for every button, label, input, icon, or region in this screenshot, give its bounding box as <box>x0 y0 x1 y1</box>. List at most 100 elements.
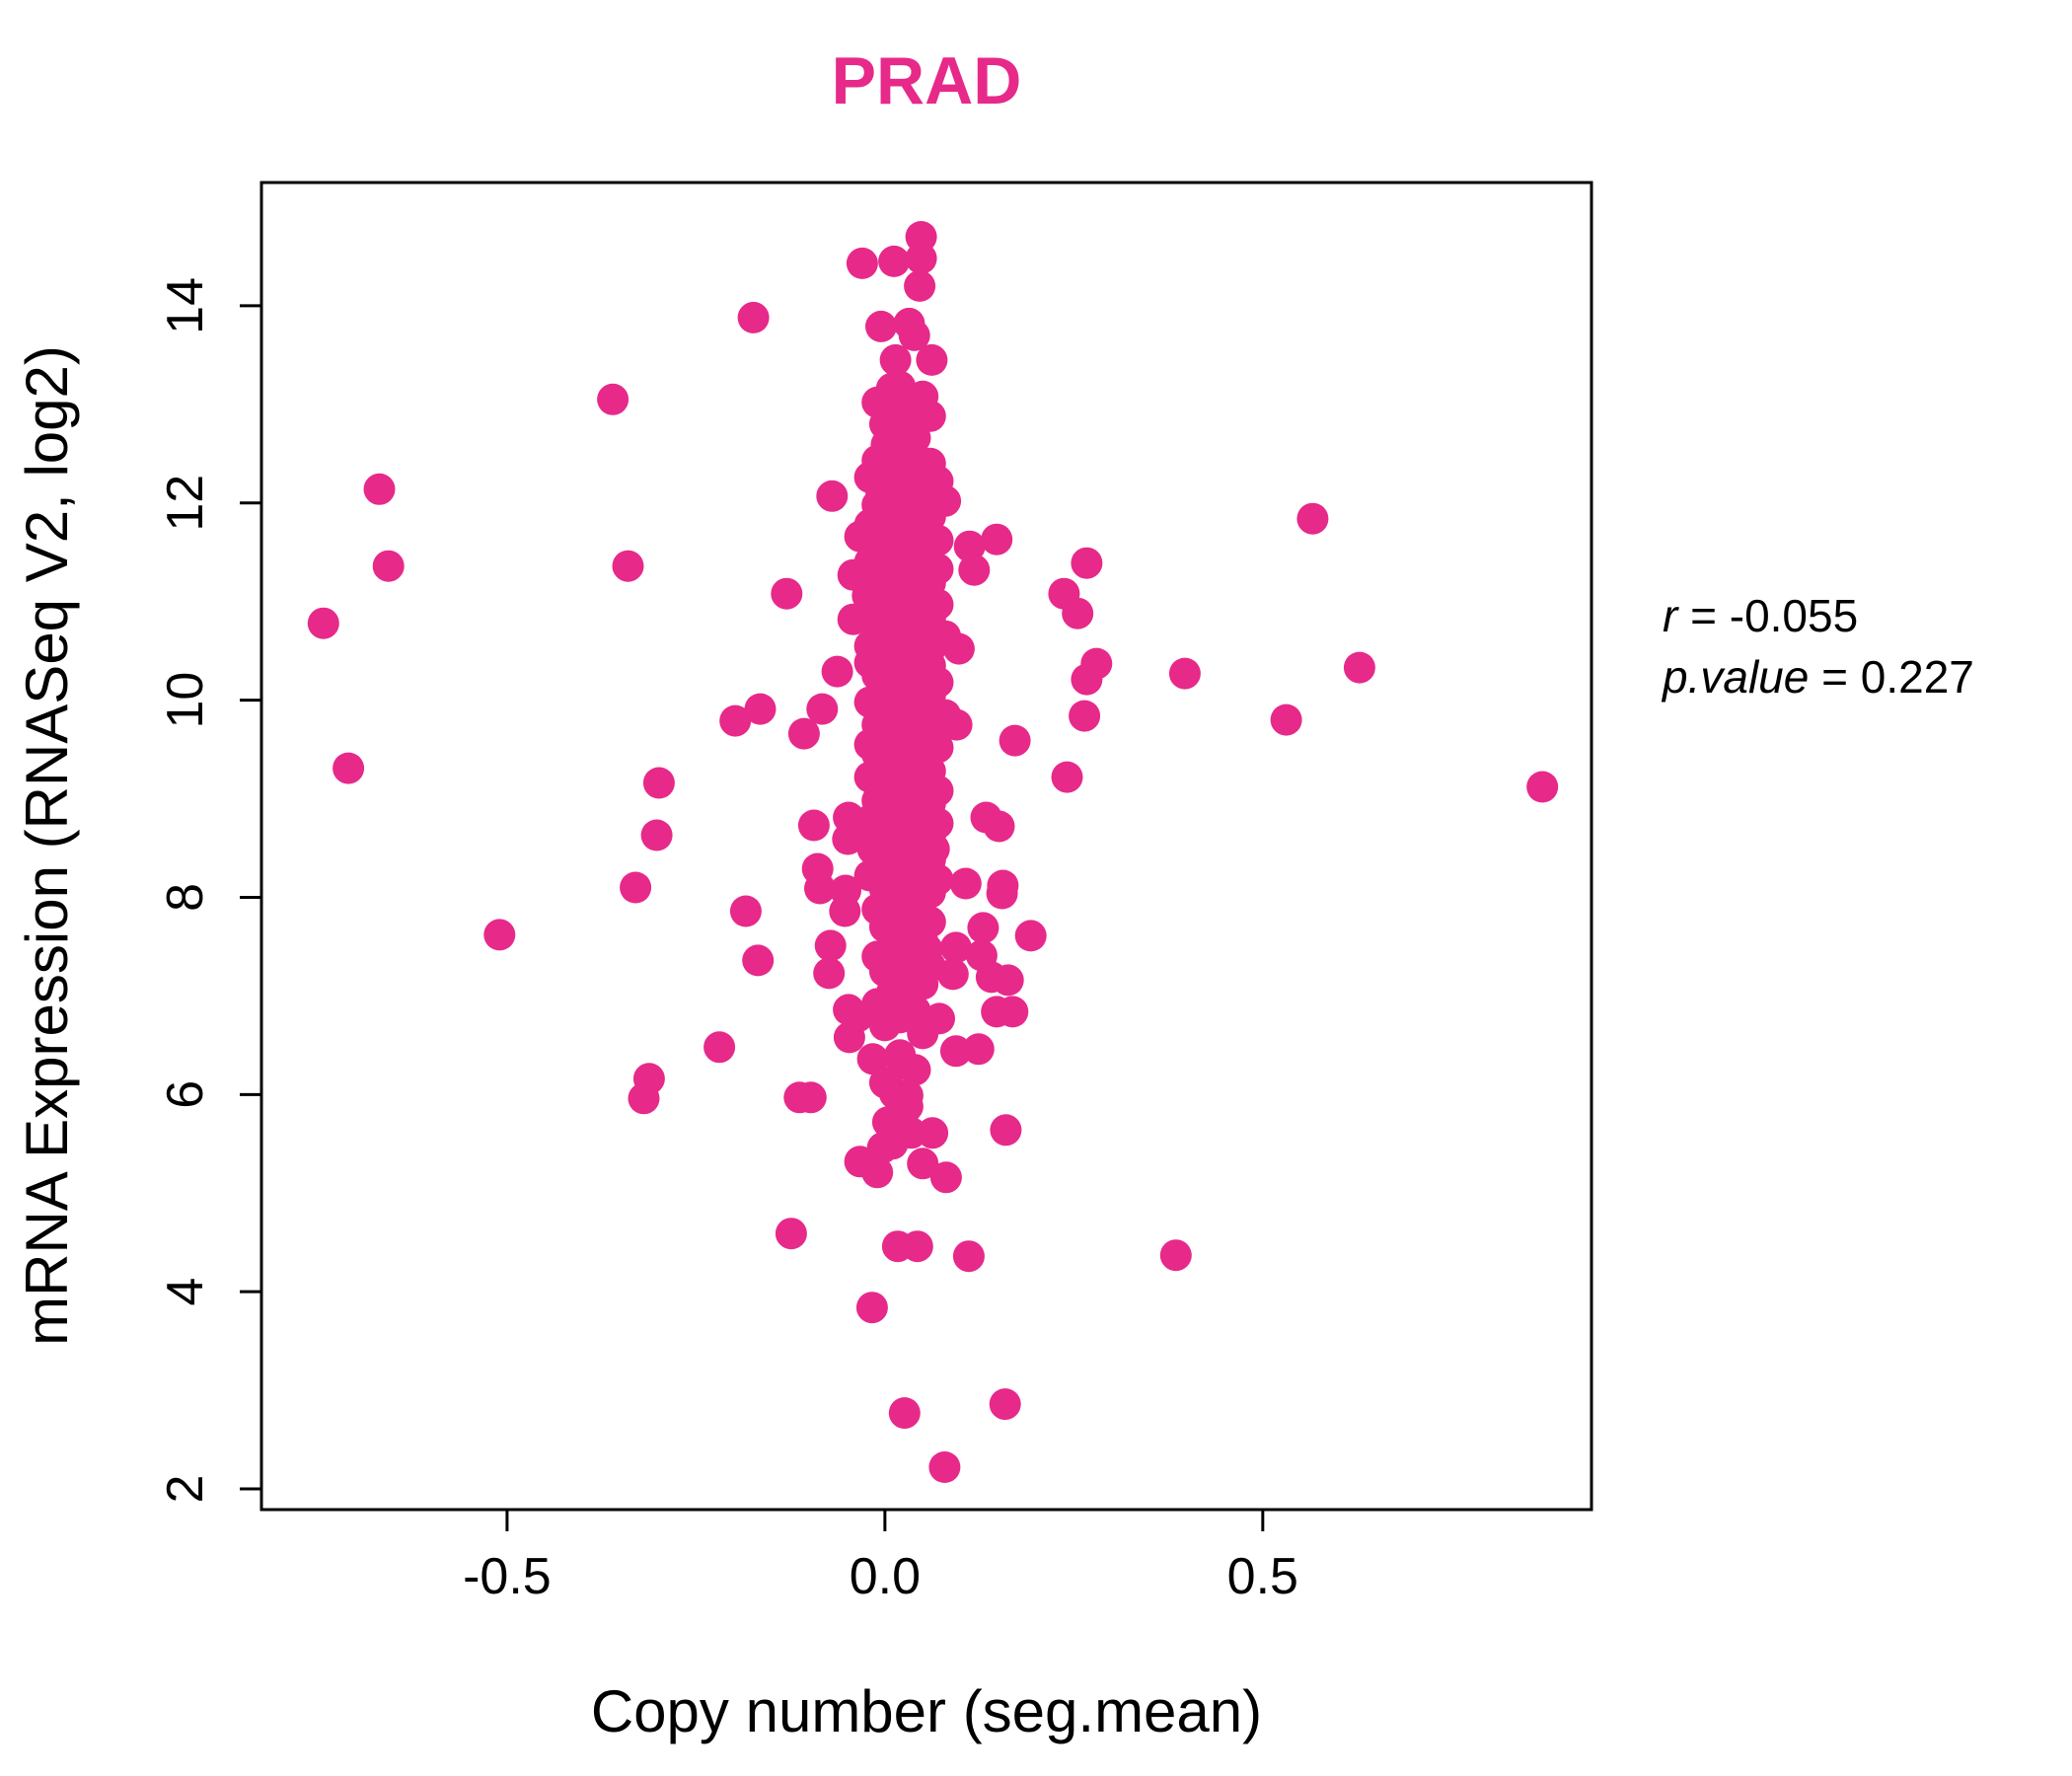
data-point <box>949 867 982 900</box>
data-point <box>953 530 986 562</box>
data-point <box>891 1090 924 1123</box>
x-tick-label: 0.0 <box>850 1548 921 1605</box>
data-point <box>640 819 673 851</box>
data-point <box>891 753 924 785</box>
data-point <box>905 221 937 253</box>
data-point <box>719 704 752 737</box>
data-point <box>729 895 762 927</box>
data-point <box>898 319 930 351</box>
data-point <box>703 1031 736 1064</box>
y-axis-tick-labels: 2 4 6 8 10 12 14 <box>157 277 214 1503</box>
data-point <box>1014 920 1047 952</box>
data-point <box>1069 700 1101 732</box>
data-point <box>983 810 1015 843</box>
y-tick-label: 4 <box>157 1278 214 1306</box>
data-point <box>775 1218 807 1250</box>
data-point <box>928 1451 961 1483</box>
data-point <box>865 310 897 342</box>
data-point <box>879 343 912 376</box>
data-point <box>878 245 911 277</box>
data-point <box>628 1082 660 1115</box>
data-point <box>787 717 820 750</box>
data-point <box>620 871 652 904</box>
data-point <box>1080 647 1113 680</box>
data-point <box>333 752 365 784</box>
data-point <box>771 577 803 610</box>
data-point <box>855 1292 888 1324</box>
data-point <box>905 242 937 274</box>
data-point <box>804 872 836 905</box>
data-point <box>907 1017 939 1050</box>
data-point <box>888 1397 921 1430</box>
data-point <box>939 1035 972 1068</box>
data-point <box>907 1147 939 1180</box>
data-point <box>999 724 1031 757</box>
x-tick-label: -0.5 <box>463 1548 552 1605</box>
data-point <box>958 554 991 586</box>
data-point <box>876 1128 909 1160</box>
data-point <box>794 1081 827 1114</box>
data-point <box>1296 502 1329 535</box>
data-point <box>868 407 901 440</box>
plot-box <box>259 181 1593 1512</box>
data-point <box>307 607 339 639</box>
y-tick-label: 8 <box>157 883 214 912</box>
data-point <box>821 655 853 688</box>
data-point <box>939 931 972 964</box>
data-point <box>884 593 917 626</box>
data-point <box>917 1117 949 1149</box>
data-point <box>372 550 405 582</box>
data-point <box>642 767 675 799</box>
y-tick-label: 10 <box>157 672 214 729</box>
x-axis-tick-labels: -0.5 0.0 0.5 <box>463 1548 1298 1605</box>
data-point <box>1071 547 1103 579</box>
data-point <box>744 693 777 725</box>
data-point <box>904 269 936 302</box>
data-point <box>987 869 1019 902</box>
data-point <box>990 1114 1022 1147</box>
data-point <box>929 1161 962 1194</box>
data-point <box>856 1043 889 1075</box>
data-point <box>483 919 516 951</box>
data-point <box>1159 1239 1192 1272</box>
y-tick-label: 6 <box>157 1080 214 1109</box>
data-point <box>952 1240 985 1273</box>
data-point <box>797 809 830 842</box>
data-point <box>814 929 847 962</box>
data-point <box>816 480 849 512</box>
data-point <box>861 1156 894 1189</box>
data-point <box>830 874 861 907</box>
y-tick-label: 12 <box>157 475 214 532</box>
data-point <box>846 247 878 279</box>
p-value: = 0.227 <box>1809 651 1974 703</box>
correlation-p-text: p.value = 0.227 <box>1661 651 1974 703</box>
data-point <box>597 383 629 415</box>
data-point <box>1526 771 1559 803</box>
data-point <box>997 996 1029 1028</box>
data-point <box>612 550 644 582</box>
data-point <box>742 944 775 977</box>
data-point <box>737 301 770 333</box>
data-point <box>992 964 1024 997</box>
data-point <box>868 1067 901 1099</box>
data-point <box>868 1009 901 1042</box>
chart-title: PRAD <box>832 43 1022 118</box>
y-tick-label: 14 <box>157 277 214 334</box>
p-symbol: p.value <box>1661 651 1809 703</box>
x-tick-label: 0.5 <box>1227 1548 1298 1605</box>
data-point <box>813 957 846 990</box>
data-point <box>1168 657 1201 690</box>
data-point <box>901 1230 933 1263</box>
data-point <box>967 912 999 944</box>
scatter-points <box>307 221 1559 1483</box>
x-axis-ticks <box>505 1510 1265 1531</box>
y-axis-label: mRNA Expression (RNASeq V2, log2) <box>14 345 80 1346</box>
data-point <box>363 473 396 505</box>
r-symbol: r <box>1663 590 1679 641</box>
data-point <box>1270 703 1302 736</box>
data-point <box>981 523 1013 555</box>
data-point <box>891 674 924 706</box>
data-point <box>1051 761 1083 793</box>
y-axis-ticks <box>240 304 261 1491</box>
